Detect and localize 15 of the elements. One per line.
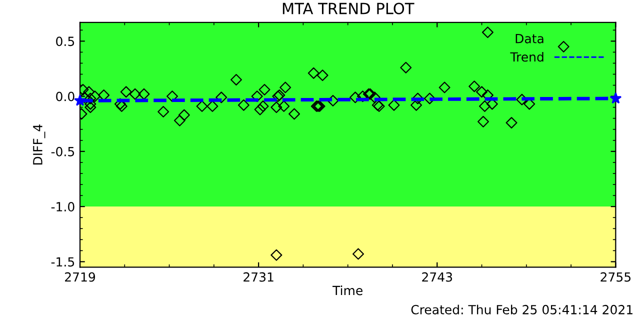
- y-tick-label: -1.5: [51, 257, 74, 267]
- x-tick-label: 2743: [422, 272, 452, 282]
- series-label: Data: [516, 34, 544, 44]
- y-tick-label: -1.0: [51, 202, 74, 212]
- text: Created: Thu Feb 25 05:41:14 2021: [411, 304, 632, 314]
- x-tick-label: 2719: [65, 272, 96, 282]
- legend-label: Trend: [510, 52, 544, 62]
- y-tick-label: 0.0: [56, 92, 74, 102]
- x-tick-label: 2731: [244, 272, 274, 282]
- y-tick-label: 0.5: [56, 36, 74, 46]
- y-tick-label: -0.5: [51, 146, 74, 156]
- chart-title: MTA TREND PLOT: [282, 2, 414, 14]
- x-axis-title: Time: [332, 286, 362, 296]
- x-tick-label: 2755: [600, 272, 630, 282]
- y-axis-title: DIFF_4: [33, 124, 46, 165]
